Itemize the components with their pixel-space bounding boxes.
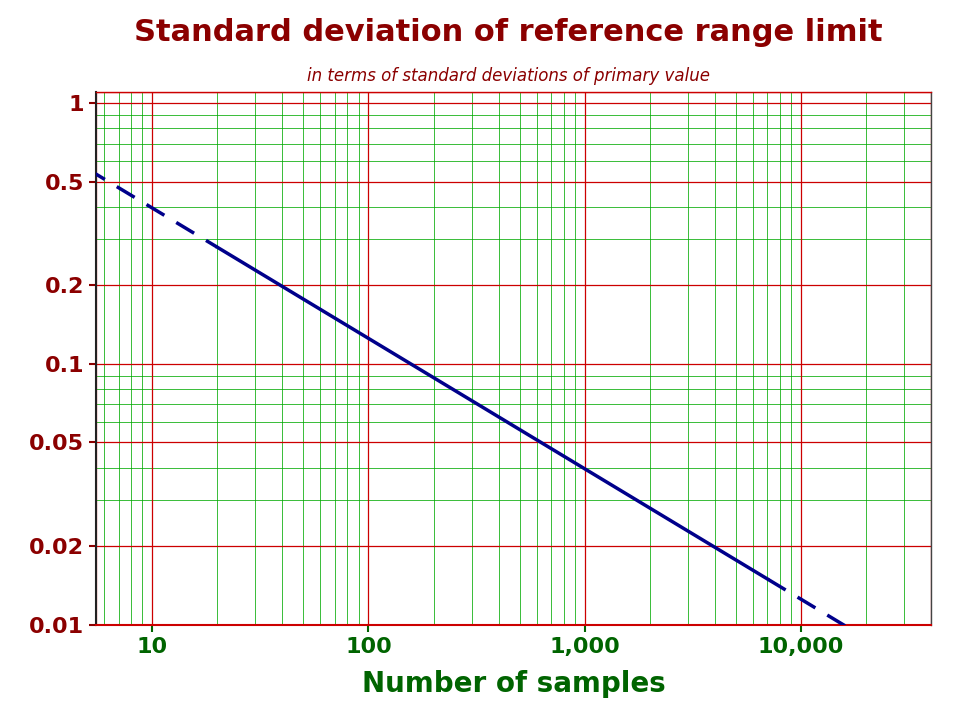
X-axis label: Number of samples: Number of samples: [362, 670, 665, 699]
Text: Standard deviation of reference range limit: Standard deviation of reference range li…: [134, 18, 883, 47]
Text: in terms of standard deviations of primary value: in terms of standard deviations of prima…: [307, 67, 710, 85]
